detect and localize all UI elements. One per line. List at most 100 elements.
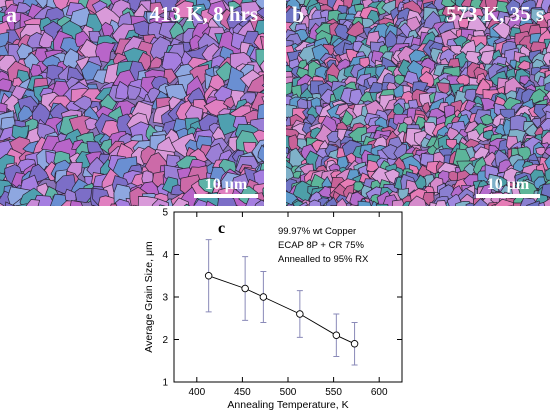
grain <box>132 204 139 206</box>
y-tick-label: 1 <box>162 378 168 389</box>
grain <box>127 84 142 100</box>
grain <box>304 204 310 206</box>
grain <box>418 71 435 88</box>
grain <box>526 200 542 206</box>
scale-bar-label-a: 10 μm <box>204 176 248 193</box>
y-tick-label: 3 <box>162 293 168 304</box>
grain-map-a <box>0 0 264 206</box>
data-point <box>259 293 268 301</box>
grain-size-chart: 400 450 500 550 600 1 2 3 4 5 c 99.97% wt Copper … <box>140 206 410 413</box>
grain <box>547 18 550 29</box>
grain <box>306 114 317 125</box>
grain <box>74 187 93 203</box>
grain <box>541 131 550 147</box>
x-tick-label: 600 <box>371 387 388 398</box>
scale-bar-b: 10 μm <box>476 176 540 198</box>
panel-letter-b: b <box>292 2 305 27</box>
grain <box>205 200 217 206</box>
grain <box>261 96 264 105</box>
grain <box>435 200 447 206</box>
grain <box>0 78 12 92</box>
grain <box>546 4 550 15</box>
panel-condition-a: 413 K, 8 hrs <box>149 2 258 26</box>
grain <box>25 199 41 206</box>
grain <box>473 198 488 206</box>
grain <box>479 113 494 126</box>
grain-map-b <box>286 0 550 206</box>
grain <box>292 170 302 179</box>
grain <box>169 21 185 41</box>
y-axis-label: Average Grain Size, μm <box>143 241 155 353</box>
annotation-line-3: Annealled to 95% RX <box>278 254 369 265</box>
grain <box>517 60 531 71</box>
grain <box>350 204 359 206</box>
grain <box>544 82 550 93</box>
grain <box>72 95 94 111</box>
micrograph-a: a 413 K, 8 hrs 10 μm <box>0 0 264 206</box>
grain <box>235 204 239 206</box>
grain <box>292 200 304 206</box>
grain <box>161 51 185 75</box>
grain <box>322 204 326 206</box>
grain <box>393 74 406 86</box>
y-tick-label: 4 <box>162 250 168 261</box>
grain <box>408 195 427 206</box>
grain <box>325 196 340 206</box>
x-tick-label: 450 <box>234 387 251 398</box>
data-point <box>332 331 341 339</box>
grain <box>255 7 264 19</box>
grain <box>257 144 264 163</box>
grain <box>0 202 5 206</box>
scale-bar-line-a <box>194 194 258 198</box>
x-tick-label: 500 <box>280 387 297 398</box>
grain <box>254 0 264 11</box>
grain <box>544 167 550 181</box>
grain <box>95 41 116 64</box>
annotation-line-2: ECAP 8P + CR 75% <box>278 240 365 251</box>
panel-condition-b: 573 K, 35 s <box>445 2 544 26</box>
grain <box>15 2 33 14</box>
grain <box>545 90 550 102</box>
grain <box>261 83 264 88</box>
grain <box>259 60 264 73</box>
grain <box>542 51 550 66</box>
panel-letter-a: a <box>6 2 17 27</box>
data-point <box>204 271 213 280</box>
grain <box>149 36 173 63</box>
scale-bar-label-b: 10 μm <box>486 176 530 193</box>
grain <box>543 198 550 206</box>
series-line <box>208 275 355 345</box>
grain <box>254 199 264 206</box>
data-point <box>241 284 249 293</box>
grain <box>375 203 389 206</box>
grain <box>223 96 235 109</box>
grain <box>171 197 189 206</box>
grain <box>357 200 372 206</box>
grain <box>69 200 83 206</box>
annotation-line-1: 99.97% wt Copper <box>278 226 356 237</box>
grain <box>336 197 348 206</box>
x-tick-label: 400 <box>188 387 205 398</box>
y-tick-label: 2 <box>162 335 168 346</box>
grain <box>198 177 215 194</box>
grain <box>259 35 264 52</box>
grain <box>297 59 308 70</box>
panel-letter-c: c <box>218 220 225 237</box>
x-tick-label: 550 <box>325 387 342 398</box>
grain <box>421 102 431 115</box>
grain <box>341 109 354 127</box>
grain <box>540 183 550 198</box>
scale-bar-line-b <box>476 194 540 198</box>
grain <box>141 170 154 184</box>
grain <box>172 0 195 19</box>
grain <box>544 147 550 157</box>
grain <box>17 105 35 123</box>
grain <box>114 198 131 206</box>
data-point <box>296 310 304 318</box>
grain <box>158 204 166 206</box>
grain <box>286 204 288 206</box>
grain <box>151 198 169 206</box>
grain <box>262 187 264 197</box>
scale-bar-a: 10 μm <box>194 176 258 198</box>
